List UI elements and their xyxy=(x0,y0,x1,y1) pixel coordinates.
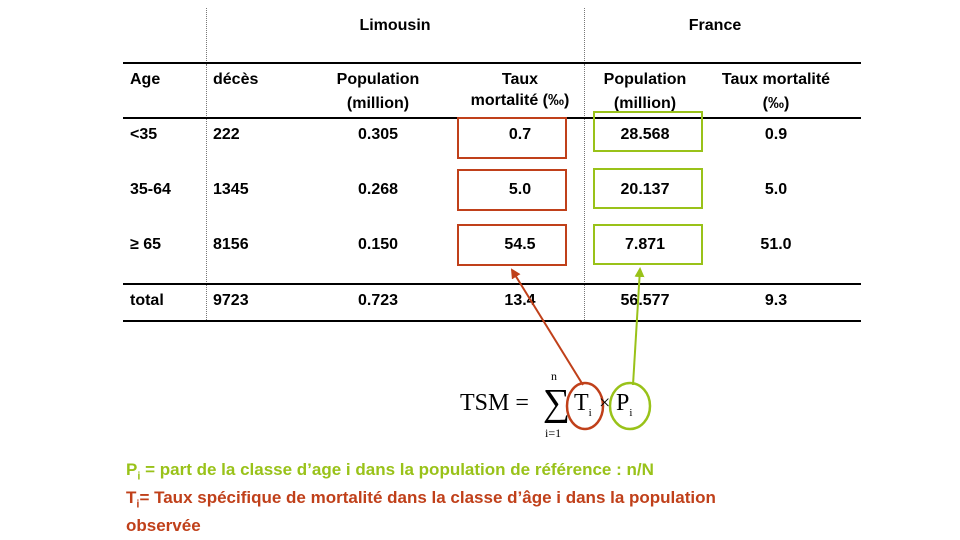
col-fr-population: Population (million) xyxy=(585,68,705,116)
cell-population: 0.268 xyxy=(357,181,399,198)
col-age: Age xyxy=(130,71,161,88)
arrow-population xyxy=(632,267,645,386)
cell-deces: 8156 xyxy=(213,236,249,253)
formula-times: × xyxy=(599,392,611,414)
formula-lhs: TSM = xyxy=(460,390,529,416)
cell-fr-population: 56.577 xyxy=(620,292,670,309)
col-deces: décès xyxy=(213,71,259,88)
legend-p: Pi = part de la classe d’age i dans la p… xyxy=(126,460,654,482)
highlight-taux-row1 xyxy=(457,117,567,159)
legend-p-symbol: P xyxy=(126,460,138,479)
cell-deces: 1345 xyxy=(213,181,249,198)
cell-taux: 54.5 xyxy=(504,236,536,253)
legend-p-sub: i xyxy=(137,470,141,483)
col-taux-line1: Taux xyxy=(501,71,539,88)
highlight-taux-row2 xyxy=(457,169,567,211)
cell-deces: 9723 xyxy=(213,292,249,309)
cell-fr-taux: 9.3 xyxy=(764,292,788,309)
col-fr-taux-line1: Taux mortalité xyxy=(721,71,831,88)
formula-p: Pi xyxy=(616,390,632,419)
legend-t-symbol: T xyxy=(126,488,137,507)
cell-fr-taux: 5.0 xyxy=(764,181,788,198)
cell-deces: 222 xyxy=(213,126,240,143)
separator-body-right xyxy=(584,64,585,320)
limousin-header: Limousin xyxy=(359,17,431,34)
cell-age: <35 xyxy=(130,126,158,143)
col-fr-population-line2: (million) xyxy=(613,95,677,112)
rule-total-top xyxy=(123,283,861,285)
cell-population: 0.150 xyxy=(357,236,399,253)
highlight-population-row2 xyxy=(593,168,703,209)
col-fr-population-line1: Population xyxy=(603,71,687,88)
formula-t: Ti xyxy=(574,390,592,419)
cell-fr-taux: 0.9 xyxy=(764,126,788,143)
highlight-taux-row3 xyxy=(457,224,567,266)
col-population-line2: (million) xyxy=(346,95,410,112)
highlight-population-row3 xyxy=(593,224,703,265)
legend-t: Ti= Taux spécifique de mortalité dans la… xyxy=(126,488,716,510)
cell-population: 0.305 xyxy=(357,126,399,143)
formula-sum-bottom: i=1 xyxy=(545,426,562,440)
cell-population: 0.723 xyxy=(357,292,399,309)
circle-t xyxy=(565,381,605,431)
legend-t-text: = Taux spécifique de mortalité dans la c… xyxy=(139,488,716,507)
legend-t-line2: observée xyxy=(126,516,201,535)
col-taux-line2: mortalité (‰) xyxy=(470,92,570,109)
cell-taux: 0.7 xyxy=(508,126,532,143)
formula-sum-top: n xyxy=(551,369,557,383)
formula-p-sub: i xyxy=(629,406,633,419)
col-fr-taux-line2: (‰) xyxy=(762,95,790,112)
cell-age: total xyxy=(130,292,164,309)
rule-bottom xyxy=(123,320,861,322)
col-taux: Taux mortalité (‰) xyxy=(455,68,585,110)
col-population-line1: Population xyxy=(336,71,420,88)
legend-p-text: = part de la classe d’age i dans la popu… xyxy=(140,460,654,479)
formula-sigma: ∑ xyxy=(543,382,571,424)
cell-age: 35-64 xyxy=(130,181,171,198)
legend-t-sub: i xyxy=(136,498,140,511)
france-header: France xyxy=(688,17,742,34)
arrow-taux xyxy=(510,268,584,386)
separator-top-right xyxy=(584,8,585,63)
circle-p xyxy=(608,381,652,431)
cell-fr-population: 28.568 xyxy=(620,126,670,143)
separator-top-left xyxy=(206,8,207,63)
cell-taux: 5.0 xyxy=(508,181,532,198)
formula-t-sub: i xyxy=(588,406,592,419)
cell-fr-population: 20.137 xyxy=(620,181,670,198)
cell-fr-population: 7.871 xyxy=(624,236,666,253)
separator-body-left xyxy=(206,64,207,320)
formula-p-symbol: P xyxy=(616,390,630,416)
col-population: Population (million) xyxy=(318,68,438,116)
formula-t-symbol: T xyxy=(574,390,589,416)
rule-top xyxy=(123,62,861,64)
highlight-population-row1 xyxy=(593,111,703,152)
cell-age: ≥ 65 xyxy=(130,236,162,253)
col-fr-taux: Taux mortalité (‰) xyxy=(705,68,847,116)
cell-fr-taux: 51.0 xyxy=(760,236,792,253)
